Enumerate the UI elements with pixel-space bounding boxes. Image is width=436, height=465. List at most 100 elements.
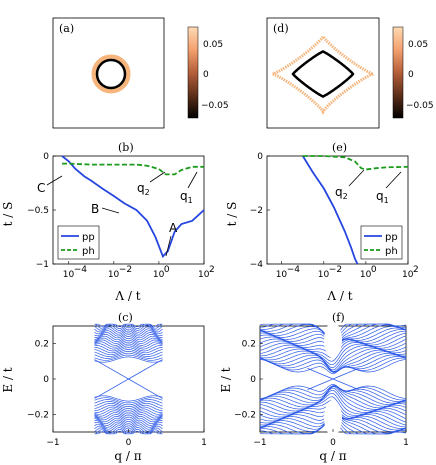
annot-q2-b: q2	[137, 181, 150, 197]
series-ph-e	[302, 155, 409, 171]
band-line	[94, 323, 163, 328]
band-line	[94, 421, 163, 428]
xtick-label: 0	[330, 438, 336, 448]
band-line	[94, 339, 163, 346]
band-line	[94, 345, 163, 352]
band-line	[94, 352, 163, 359]
band-line	[94, 404, 163, 411]
xtick-label: 10	[360, 270, 372, 280]
ytick-label: −4	[250, 260, 264, 270]
panel-c-bands	[94, 323, 163, 435]
xtick-label: 10	[198, 270, 210, 280]
band-line	[94, 328, 163, 335]
panel-a: (a)	[52, 17, 165, 129]
panel-b: (b) 10 −4 10 −2 10 0 10 20−0.5−1 t / S Λ / t C …	[1, 141, 215, 303]
band-line	[94, 417, 163, 425]
annot-q1-b-base: q	[180, 189, 188, 203]
panel-e-ticks: 10 −4 10 −2 10 0 10 20−2−4	[250, 152, 419, 280]
colorbar-d: 0.05 0 −0.05	[392, 26, 434, 119]
band-line	[94, 423, 163, 430]
band-line	[94, 395, 163, 402]
xtick-exponent: −2	[329, 265, 342, 275]
band-line	[94, 427, 163, 434]
annot-C: C	[37, 181, 45, 195]
colorbar-a-tick-2: 0	[203, 70, 209, 80]
annot-q2-e: q2	[335, 185, 348, 201]
series-ph-b	[62, 162, 204, 176]
annot-q2-b-sub: 2	[145, 188, 150, 197]
edge-state	[307, 368, 359, 390]
band-line	[259, 396, 407, 418]
band-line	[94, 332, 163, 339]
panel-b-label: (b)	[118, 141, 134, 154]
xtick-label: 10	[276, 270, 288, 280]
band-line	[94, 408, 163, 415]
band-line	[94, 351, 163, 357]
annot-q1-b-arrow	[187, 171, 198, 189]
colorbar-a: 0.05 0 −0.05	[187, 26, 229, 119]
colorbar-a-tick-1: 0.05	[203, 40, 223, 50]
band-line	[94, 399, 163, 406]
black-astroid	[291, 50, 355, 98]
panel-b-xlabel: Λ / t	[114, 289, 140, 303]
annot-q1-e-arrow	[385, 171, 402, 189]
band-line	[94, 419, 163, 426]
xtick-label: 10	[402, 270, 414, 280]
panel-e-label: (e)	[332, 141, 347, 154]
band-gap-bubble	[324, 322, 342, 359]
band-line	[94, 414, 163, 421]
colorbar-d-tick-1: 0.05	[408, 40, 428, 50]
annot-q2-e-arrow	[348, 169, 365, 187]
colorbar-d-tick-3: −0.05	[406, 101, 434, 111]
band-line	[94, 406, 163, 413]
ytick-label: −0.2	[27, 410, 49, 420]
panel-f: (f) −1 0 1 0.2 0 −0.2 E / t q / π	[219, 311, 409, 463]
xtick-label: 1	[201, 438, 207, 448]
panel-c-xlabel: q / π	[114, 449, 141, 463]
series-pp-e	[302, 155, 359, 265]
band-line	[94, 397, 163, 404]
panel-d-label: (d)	[273, 22, 289, 35]
panel-b-ylabel: t / S	[1, 202, 15, 227]
annot-B: B	[91, 202, 99, 216]
legend-e-ph: ph	[385, 246, 398, 257]
xtick-label: 10	[153, 270, 165, 280]
edge-state	[94, 359, 163, 399]
annot-q2-e-base: q	[335, 185, 343, 199]
ytick-label: −2	[250, 206, 263, 216]
xtick-label: 10	[108, 270, 120, 280]
ytick-label: 0	[250, 375, 256, 385]
xtick-exponent: 2	[209, 265, 215, 275]
panel-b-ticks: 10 −4 10 −2 10 0 10 20−0.5−1	[27, 152, 215, 280]
colorbar-d-bar	[392, 26, 404, 119]
annot-q1-b: q1	[180, 189, 193, 205]
band-line	[94, 335, 163, 343]
xtick-label: 1	[403, 438, 409, 448]
band-gap-bubble	[324, 399, 342, 436]
ytick-label: 0	[257, 152, 263, 162]
orange-ring	[91, 54, 131, 94]
series-pp-b	[61, 155, 205, 259]
xtick-exponent: −4	[287, 265, 301, 275]
band-line	[94, 402, 163, 409]
panel-c: (c) −1 0 1 0.2 0 −0.2 E / t q / π	[1, 311, 207, 463]
xtick-exponent: −2	[119, 265, 132, 275]
band-line	[94, 330, 163, 337]
annot-q2-b-base: q	[137, 181, 145, 195]
panel-c-ticks: −1 0 1 0.2 0 −0.2	[27, 340, 207, 448]
black-ring	[95, 58, 127, 90]
annot-q1-e-base: q	[376, 189, 384, 203]
band-line	[94, 337, 163, 344]
colorbar-a-tick-3: −0.05	[201, 101, 229, 111]
panel-d: (d)	[266, 17, 380, 129]
band-line	[94, 326, 163, 333]
annot-C-arrow	[46, 175, 63, 186]
ytick-label: −1	[36, 260, 49, 270]
ytick-label: 0	[43, 152, 49, 162]
legend-e-pp: pp	[385, 232, 398, 243]
legend-e	[360, 225, 403, 260]
band-line	[94, 354, 163, 361]
annot-q2-e-sub: 2	[343, 192, 348, 201]
colorbar-d-tick-2: 0	[408, 70, 414, 80]
band-line	[94, 333, 163, 341]
